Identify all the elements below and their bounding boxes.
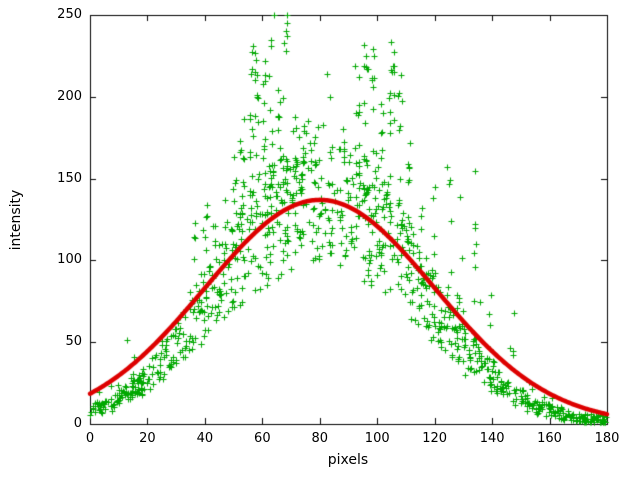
y-tick-label: 0 xyxy=(73,416,82,431)
x-tick-label: 140 xyxy=(479,431,505,446)
x-tick-label: 40 xyxy=(196,431,214,446)
x-tick-label: 180 xyxy=(594,431,620,446)
y-tick-label: 200 xyxy=(57,88,82,104)
x-tick-label: 100 xyxy=(364,431,390,446)
x-tick-label: 60 xyxy=(254,431,271,446)
y-tick-label: 100 xyxy=(57,252,82,268)
x-axis-label: pixels xyxy=(327,452,369,468)
y-tick-label: 50 xyxy=(65,334,82,350)
x-tick-label: 0 xyxy=(85,431,95,446)
y-tick-label: 150 xyxy=(57,170,82,186)
x-tick-label: 160 xyxy=(537,431,562,446)
y-tick-label: 250 xyxy=(57,7,82,22)
x-tick-label: 80 xyxy=(311,431,329,446)
x-tick-label: 120 xyxy=(422,431,448,446)
x-tick-label: 20 xyxy=(139,431,156,446)
